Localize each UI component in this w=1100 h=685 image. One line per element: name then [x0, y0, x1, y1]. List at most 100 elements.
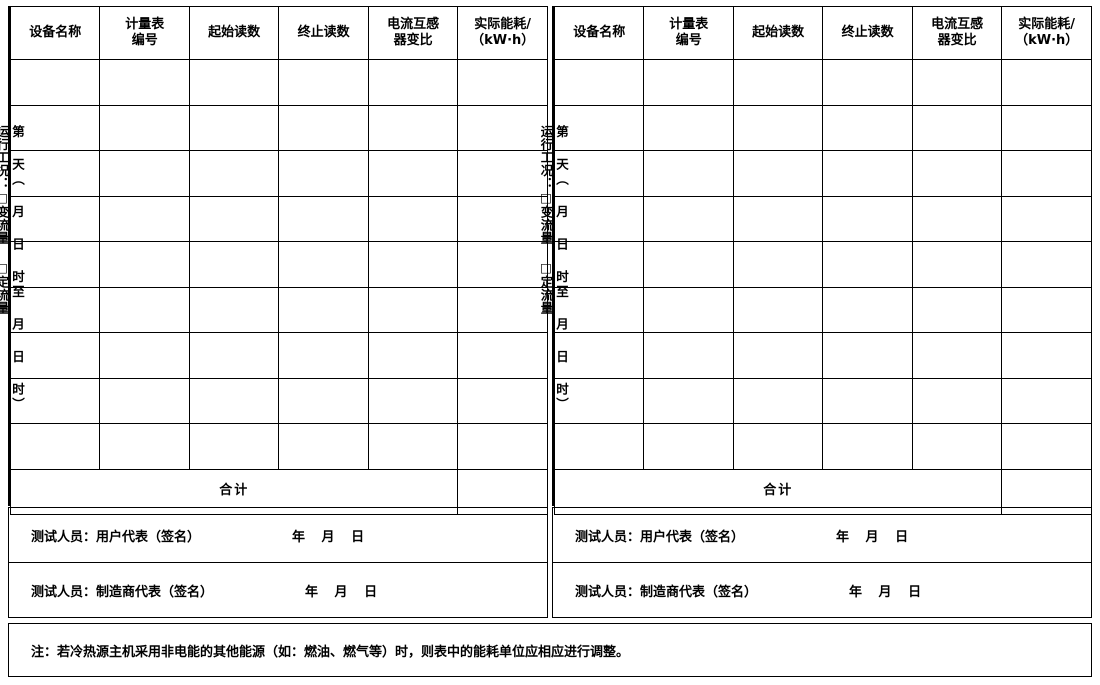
table-row[interactable]	[554, 150, 1092, 197]
cell-actual-consumption[interactable]	[457, 241, 548, 288]
cell-meter-number[interactable]	[643, 286, 734, 333]
cell-meter-number[interactable]	[643, 377, 734, 424]
table-row[interactable]	[10, 241, 548, 288]
cell-ct-ratio[interactable]	[367, 104, 459, 151]
cell-actual-consumption[interactable]	[1001, 104, 1092, 151]
cell-ct-ratio[interactable]	[911, 332, 1003, 379]
cell-end-reading[interactable]	[278, 286, 369, 333]
table-row[interactable]	[10, 150, 548, 197]
cell-actual-consumption[interactable]	[1001, 150, 1092, 197]
cell-equipment-name[interactable]	[554, 377, 645, 424]
cell-start-reading[interactable]	[188, 332, 280, 379]
table-row[interactable]	[554, 59, 1092, 106]
cell-total-consumption[interactable]	[1001, 468, 1092, 515]
table-row[interactable]	[10, 332, 548, 379]
cell-actual-consumption[interactable]	[457, 104, 548, 151]
cell-actual-consumption[interactable]	[1001, 332, 1092, 379]
table-row[interactable]	[10, 59, 548, 106]
cell-meter-number[interactable]	[643, 423, 734, 470]
table-row[interactable]	[10, 104, 548, 151]
cell-end-reading[interactable]	[278, 59, 369, 106]
cell-ct-ratio[interactable]	[367, 286, 459, 333]
cell-actual-consumption[interactable]	[457, 195, 548, 242]
signature-row-manufacturer-rep-right[interactable]: 测试人员：制造商代表（签名） 年 月 日	[552, 562, 1092, 618]
cell-ct-ratio[interactable]	[367, 195, 459, 242]
cell-ct-ratio[interactable]	[911, 241, 1003, 288]
cell-equipment-name[interactable]	[554, 286, 645, 333]
cell-meter-number[interactable]	[99, 423, 190, 470]
cell-actual-consumption[interactable]	[1001, 241, 1092, 288]
cell-meter-number[interactable]	[99, 241, 190, 288]
cell-actual-consumption[interactable]	[1001, 423, 1092, 470]
cell-equipment-name[interactable]	[554, 59, 645, 106]
cell-meter-number[interactable]	[99, 150, 190, 197]
cell-start-reading[interactable]	[732, 241, 824, 288]
cell-end-reading[interactable]	[822, 59, 913, 106]
cell-ct-ratio[interactable]	[367, 423, 459, 470]
cell-actual-consumption[interactable]	[457, 377, 548, 424]
cell-equipment-name[interactable]	[554, 423, 645, 470]
cell-actual-consumption[interactable]	[457, 423, 548, 470]
cell-ct-ratio[interactable]	[367, 150, 459, 197]
table-row[interactable]	[554, 423, 1092, 470]
table-row[interactable]	[10, 286, 548, 333]
cell-start-reading[interactable]	[188, 150, 280, 197]
cell-end-reading[interactable]	[822, 286, 913, 333]
cell-equipment-name[interactable]	[10, 377, 101, 424]
cell-meter-number[interactable]	[99, 59, 190, 106]
cell-end-reading[interactable]	[278, 377, 369, 424]
cell-actual-consumption[interactable]	[457, 59, 548, 106]
cell-equipment-name[interactable]	[554, 195, 645, 242]
cell-actual-consumption[interactable]	[1001, 59, 1092, 106]
cell-end-reading[interactable]	[822, 104, 913, 151]
table-row[interactable]	[554, 286, 1092, 333]
cell-meter-number[interactable]	[99, 195, 190, 242]
cell-end-reading[interactable]	[278, 195, 369, 242]
cell-ct-ratio[interactable]	[911, 104, 1003, 151]
cell-ct-ratio[interactable]	[367, 59, 459, 106]
cell-ct-ratio[interactable]	[367, 377, 459, 424]
cell-ct-ratio[interactable]	[911, 59, 1003, 106]
cell-equipment-name[interactable]	[554, 241, 645, 288]
cell-start-reading[interactable]	[732, 59, 824, 106]
cell-actual-consumption[interactable]	[1001, 377, 1092, 424]
table-row[interactable]	[554, 104, 1092, 151]
cell-end-reading[interactable]	[822, 377, 913, 424]
signature-row-user-rep-left[interactable]: 测试人员：用户代表（签名） 年 月 日	[8, 507, 548, 563]
table-row[interactable]	[10, 195, 548, 242]
cell-meter-number[interactable]	[643, 104, 734, 151]
cell-ct-ratio[interactable]	[367, 241, 459, 288]
cell-actual-consumption[interactable]	[457, 332, 548, 379]
table-row[interactable]	[554, 195, 1092, 242]
cell-start-reading[interactable]	[188, 195, 280, 242]
cell-meter-number[interactable]	[643, 150, 734, 197]
cell-start-reading[interactable]	[188, 104, 280, 151]
cell-actual-consumption[interactable]	[1001, 195, 1092, 242]
cell-start-reading[interactable]	[188, 286, 280, 333]
cell-start-reading[interactable]	[188, 423, 280, 470]
table-row[interactable]	[554, 377, 1092, 424]
cell-start-reading[interactable]	[732, 423, 824, 470]
cell-meter-number[interactable]	[99, 332, 190, 379]
cell-equipment-name[interactable]	[10, 423, 101, 470]
cell-start-reading[interactable]	[732, 377, 824, 424]
cell-end-reading[interactable]	[278, 150, 369, 197]
cell-meter-number[interactable]	[643, 195, 734, 242]
cell-end-reading[interactable]	[278, 241, 369, 288]
cell-meter-number[interactable]	[99, 104, 190, 151]
cell-start-reading[interactable]	[732, 150, 824, 197]
cell-meter-number[interactable]	[99, 377, 190, 424]
cell-end-reading[interactable]	[822, 150, 913, 197]
cell-ct-ratio[interactable]	[911, 423, 1003, 470]
table-row[interactable]	[554, 241, 1092, 288]
cell-ct-ratio[interactable]	[911, 150, 1003, 197]
table-row[interactable]	[554, 332, 1092, 379]
cell-total-consumption[interactable]	[457, 468, 548, 515]
cell-meter-number[interactable]	[643, 59, 734, 106]
cell-equipment-name[interactable]	[10, 59, 101, 106]
cell-actual-consumption[interactable]	[457, 150, 548, 197]
cell-start-reading[interactable]	[732, 286, 824, 333]
cell-equipment-name[interactable]	[10, 195, 101, 242]
cell-meter-number[interactable]	[99, 286, 190, 333]
cell-ct-ratio[interactable]	[367, 332, 459, 379]
